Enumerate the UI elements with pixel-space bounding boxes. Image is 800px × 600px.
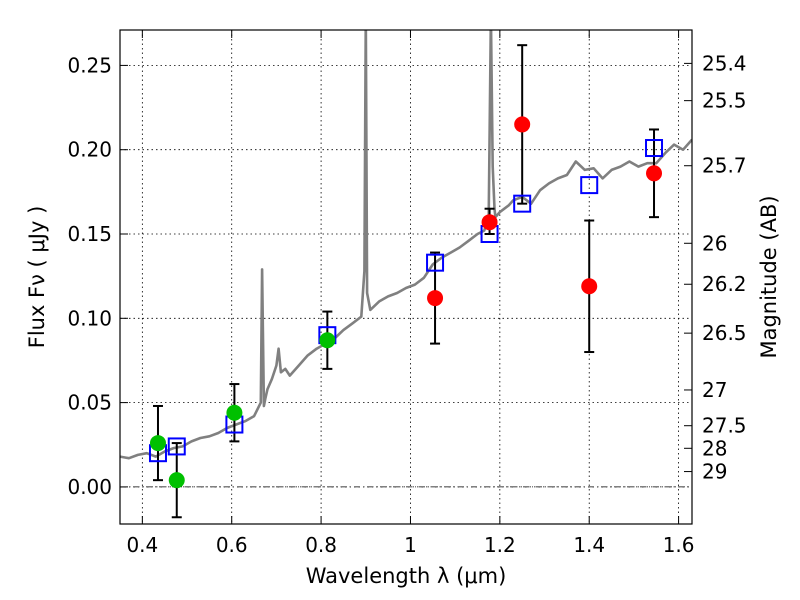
model-point-square [645, 139, 664, 158]
x-tick-label: 1 [404, 533, 417, 557]
magnitude-tick-label: 25.5 [702, 89, 747, 113]
magnitude-tick-label: 28 [702, 436, 727, 460]
model-point-square [513, 194, 532, 213]
x-tick-label: 0.8 [305, 533, 337, 557]
spectrum-line [120, 30, 692, 460]
y-tick-label: 0.25 [67, 53, 112, 77]
magnitude-tick-label: 29 [702, 460, 727, 484]
x-tick-label: 0.6 [216, 533, 248, 557]
tick-labels: 0.4 0.6 0.8 1 1.2 1.4 1.6 0.00 0.05 0.10 0.15 0.20 0… [67, 51, 746, 557]
y-tick-label: 0.10 [67, 306, 112, 330]
y-tick-label: 0.05 [67, 391, 112, 415]
observed-point-red [427, 290, 444, 307]
model-point-square [167, 437, 186, 456]
plot-frame [119, 29, 693, 525]
model-point-square [580, 176, 599, 195]
magnitude-tick-label: 26.2 [702, 272, 747, 296]
y-tick-label: 0.15 [67, 222, 112, 246]
x-tick-label: 0.4 [126, 533, 158, 557]
y-tick-label: 0.20 [67, 138, 112, 162]
axis-ticks [120, 30, 692, 524]
magnitude-axis-label: Magnitude (AB) [757, 195, 781, 358]
magnitude-tick-label: 25.7 [702, 154, 747, 178]
magnitude-tick-label: 26 [702, 231, 727, 255]
x-tick-label: 1.2 [484, 533, 516, 557]
observed-point-red [481, 214, 498, 231]
magnitude-tick-label: 27.5 [702, 414, 747, 438]
observed-point-green [168, 472, 185, 489]
observed-point-red [646, 165, 663, 182]
magnitude-tick-label: 27 [702, 378, 727, 402]
magnitude-tick-label: 25.4 [702, 51, 747, 75]
x-axis-label: Wavelength λ (μm) [306, 564, 507, 588]
y-tick-label: 0.00 [67, 475, 112, 499]
magnitude-tick-label: 26.5 [702, 321, 747, 345]
observed-point-red [514, 116, 531, 133]
observed-point-green [226, 404, 243, 421]
y-axis-label: Flux Fν ( μJy ) [25, 206, 49, 349]
plot-area [120, 30, 692, 519]
observed-point-green [319, 332, 336, 349]
x-tick-label: 1.4 [573, 533, 605, 557]
observed-point-red [581, 278, 598, 295]
model-point-square [426, 253, 445, 272]
observed-point-green [149, 435, 166, 452]
x-tick-label: 1.6 [663, 533, 695, 557]
